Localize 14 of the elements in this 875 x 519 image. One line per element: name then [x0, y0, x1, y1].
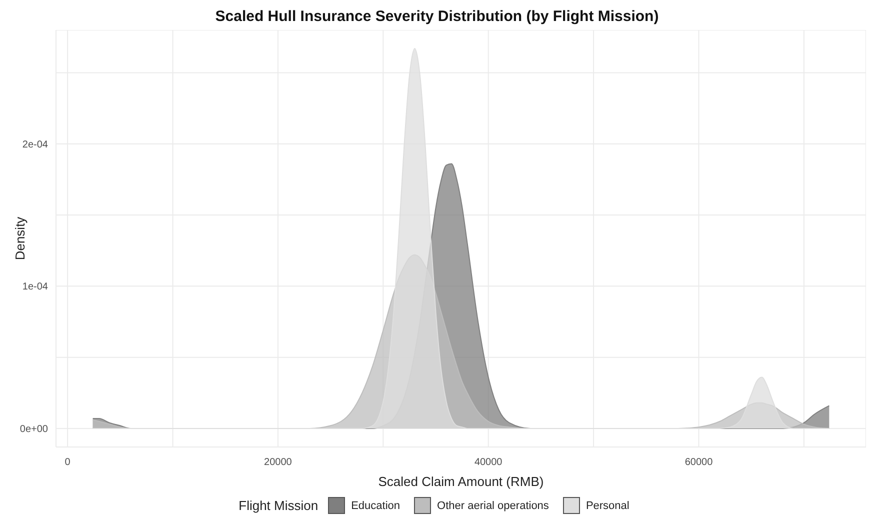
legend-title: Flight Mission — [238, 498, 318, 513]
x-axis-title: Scaled Claim Amount (RMB) — [378, 474, 544, 489]
x-tick-label: 0 — [64, 457, 71, 468]
chart-title: Scaled Hull Insurance Severity Distribution (by Flight Mission) — [214, 8, 660, 27]
x-tick-label: 20000 — [264, 457, 292, 468]
y-tick-label: 2e-04 — [22, 139, 48, 150]
legend-label: Education — [351, 500, 400, 512]
x-tick-label: 60000 — [684, 457, 714, 468]
legend-label: Personal — [586, 500, 630, 512]
y-tick-label: 1e-04 — [22, 282, 48, 293]
y-axis-title: Density — [12, 216, 28, 260]
y-tick-label: 0e+00 — [20, 424, 48, 436]
x-tick-label: 40000 — [474, 457, 503, 468]
legend-label: Other aerial operations — [437, 500, 549, 512]
